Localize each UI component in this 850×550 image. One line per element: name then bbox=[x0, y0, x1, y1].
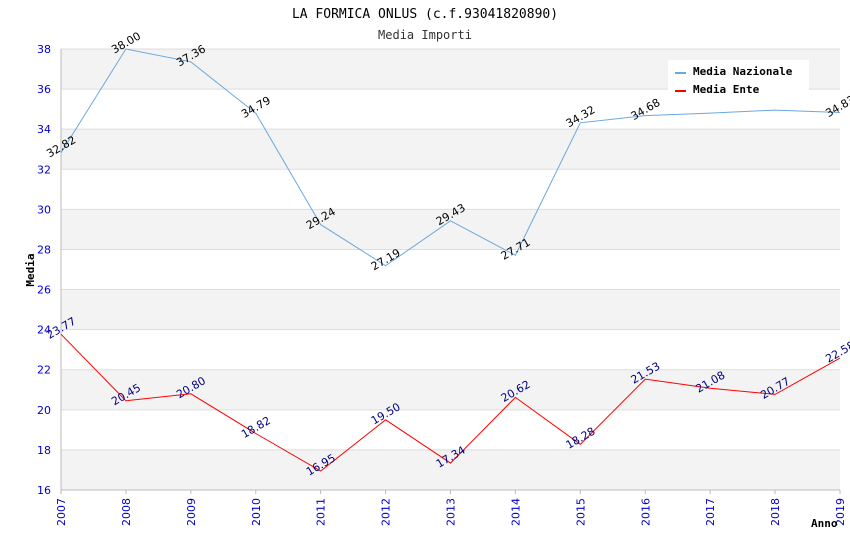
x-tick-label: 2019 bbox=[834, 498, 847, 526]
x-axis-label: Anno bbox=[811, 517, 838, 530]
x-tick-label: 2017 bbox=[704, 498, 717, 526]
chart-title: LA FORMICA ONLUS (c.f.93041820890) bbox=[292, 7, 558, 22]
x-tick-label: 2011 bbox=[315, 498, 328, 526]
y-tick-label: 18 bbox=[37, 444, 51, 457]
x-tick-label: 2008 bbox=[120, 498, 133, 526]
x-tick-label: 2013 bbox=[445, 498, 458, 526]
grid-band bbox=[61, 449, 840, 490]
x-tick-label: 2014 bbox=[509, 498, 522, 526]
y-tick-label: 34 bbox=[37, 123, 51, 136]
x-tick-label: 2012 bbox=[380, 498, 393, 526]
y-tick-label: 30 bbox=[37, 203, 51, 216]
y-tick-label: 38 bbox=[37, 43, 51, 56]
legend-label-media-ente: Media Ente bbox=[693, 83, 760, 96]
grid-band bbox=[61, 289, 840, 330]
y-tick-label: 28 bbox=[37, 243, 51, 256]
y-tick-label: 16 bbox=[37, 484, 51, 497]
grid-band bbox=[61, 329, 840, 370]
grid-lines bbox=[61, 48, 840, 491]
y-axis-label: Media bbox=[24, 253, 37, 286]
grid-band bbox=[61, 409, 840, 450]
grid-bands bbox=[61, 49, 840, 490]
grid-band bbox=[61, 209, 840, 250]
grid-band bbox=[61, 249, 840, 290]
y-tick-label: 20 bbox=[37, 404, 51, 417]
grid-band bbox=[61, 169, 840, 210]
x-axis-ticks: 2007 2008 2009 2010 2011 2012 2013 2014 2015 2016… bbox=[55, 490, 847, 526]
grid-band bbox=[61, 129, 840, 170]
series-line-media-ente bbox=[60, 333, 841, 472]
x-tick-label: 2015 bbox=[574, 498, 587, 526]
y-axis-ticks: 16 18 20 22 24 26 28 30 32 34 36 38 bbox=[37, 43, 51, 497]
legend: Media Nazionale Media Ente bbox=[668, 60, 809, 100]
y-tick-label: 36 bbox=[37, 83, 51, 96]
x-tick-label: 2010 bbox=[250, 498, 263, 526]
chart-subtitle: Media Importi bbox=[378, 28, 472, 42]
y-tick-label: 24 bbox=[37, 324, 51, 337]
series-lines bbox=[60, 48, 841, 472]
y-tick-label: 32 bbox=[37, 163, 51, 176]
legend-label-media-nazionale: Media Nazionale bbox=[693, 65, 793, 78]
legend-box bbox=[668, 60, 809, 100]
grid-band bbox=[61, 369, 840, 410]
series-line-media-nazionale bbox=[60, 48, 841, 267]
x-tick-label: 2007 bbox=[55, 498, 68, 526]
x-tick-label: 2009 bbox=[185, 498, 198, 526]
x-tick-label: 2018 bbox=[769, 498, 782, 526]
y-tick-label: 26 bbox=[37, 284, 51, 297]
x-tick-label: 2016 bbox=[639, 498, 652, 526]
y-tick-label: 22 bbox=[37, 364, 51, 377]
